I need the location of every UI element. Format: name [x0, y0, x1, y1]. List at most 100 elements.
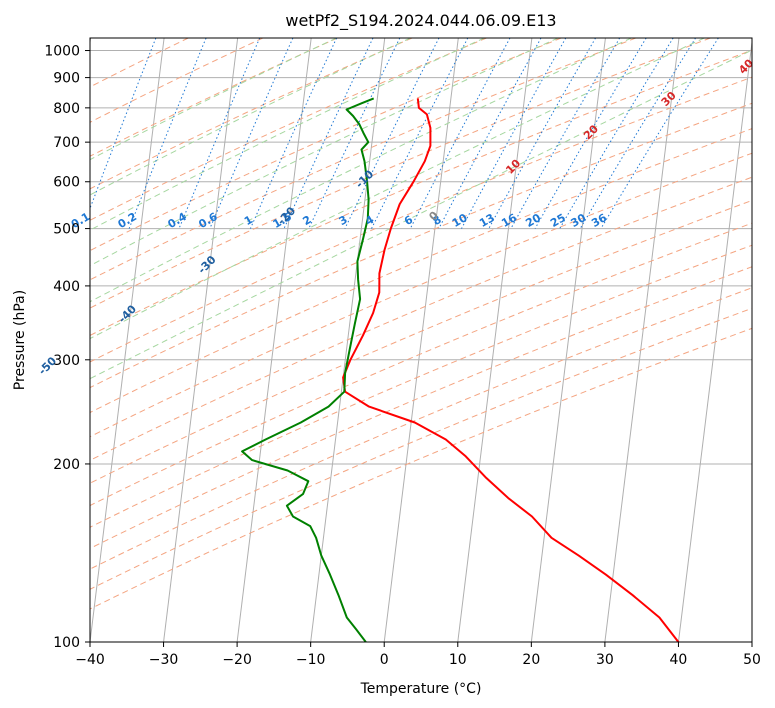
mixing-ratio-line [600, 38, 719, 229]
isotherm-line [163, 38, 239, 642]
mixing-ratio-label: 10 [450, 211, 470, 230]
dry-adiabat-line [90, 327, 752, 610]
dry-adiabat-line [90, 199, 752, 484]
dry-adiabat-line [90, 38, 636, 281]
y-tick-label: 400 [53, 279, 80, 295]
mixing-ratio-line [559, 38, 674, 229]
mixing-ratio-line [488, 38, 597, 229]
mixing-ratio-line [510, 38, 621, 229]
x-tick-label: −20 [222, 652, 252, 668]
mixing-ratio-line [409, 38, 511, 229]
series-line [342, 98, 680, 642]
plot-background-lines [90, 38, 752, 642]
isotherm-label: 10 [503, 157, 523, 177]
mixing-ratio-line [344, 38, 440, 229]
dry-adiabat-line [90, 49, 752, 336]
isotherm-line [677, 38, 752, 642]
isotherm-label: -30 [195, 253, 218, 276]
series-line [241, 97, 375, 642]
dry-adiabat-line [90, 102, 752, 389]
moist-adiabat-line [90, 38, 559, 267]
mixing-ratio-line [178, 38, 261, 229]
isotherm-line [457, 38, 533, 642]
x-tick-label: 30 [596, 652, 614, 668]
y-tick-label: 1000 [44, 44, 80, 60]
y-tick-label: 500 [53, 222, 80, 238]
x-tick-label: 40 [670, 652, 688, 668]
dry-adiabat-line [90, 38, 189, 88]
mixing-ratio-label: 30 [569, 211, 589, 230]
mixing-ratio-label: 0.4 [166, 210, 190, 231]
moist-adiabat-line [90, 38, 411, 196]
x-tick-label: −30 [149, 652, 179, 668]
isotherm-line [530, 38, 606, 642]
isotherm-line [751, 637, 752, 642]
x-tick-label: 50 [743, 652, 761, 668]
dry-adiabat-line [90, 287, 752, 570]
plot-data-lines [241, 97, 680, 642]
isotherm-line [604, 38, 680, 642]
mixing-ratio-label: 16 [499, 211, 519, 230]
dry-adiabat-line [90, 266, 752, 549]
mixing-ratio-label: 3 [337, 213, 350, 228]
moist-adiabat-line [90, 38, 485, 231]
dry-adiabat-line [90, 222, 752, 507]
dry-adiabat-line [90, 307, 752, 590]
dry-adiabat-line [90, 128, 752, 414]
x-tick-label: −10 [296, 652, 326, 668]
y-axis-label: Pressure (hPa) [12, 290, 28, 390]
dry-adiabat-line [90, 176, 752, 461]
y-tick-label: 700 [53, 135, 80, 151]
moist-adiabat-line [90, 38, 705, 340]
isotherm-line [236, 38, 312, 642]
y-tick-label: 800 [53, 101, 80, 117]
x-tick-label: 10 [449, 652, 467, 668]
isotherm-label: 20 [581, 122, 601, 142]
x-tick-label: 0 [380, 652, 389, 668]
mixing-ratio-label: 6 [402, 213, 415, 228]
mixing-ratio-line [209, 38, 294, 229]
mixing-ratio-line [249, 38, 338, 229]
x-tick-label: 20 [522, 652, 540, 668]
mixing-ratio-label: 25 [548, 211, 568, 230]
mixing-ratio-line [128, 38, 207, 229]
moist-adiabat-line [90, 38, 337, 161]
mixing-ratio-line [461, 38, 567, 229]
y-tick-label: 300 [53, 353, 80, 369]
x-axis: −40 −30 −20 −10 0 10 20 30 40 50 [75, 642, 761, 668]
isotherm-label: -40 [116, 302, 139, 325]
y-tick-label: 900 [53, 71, 80, 87]
y-axis: 1000 900 800 700 600 500 400 300 200 100 [44, 44, 90, 651]
mixing-ratio-label: 13 [477, 211, 497, 230]
moist-adiabat-line [90, 49, 752, 380]
dry-adiabat-line [90, 38, 264, 123]
mixing-ratio-line [438, 38, 542, 229]
dry-adiabat-line [90, 76, 752, 363]
x-axis-label: Temperature (°C) [360, 681, 482, 697]
chart-title: wetPf2_S194.2024.044.06.09.E13 [285, 11, 556, 31]
y-tick-label: 200 [53, 457, 80, 473]
y-tick-label: 100 [53, 635, 80, 651]
isotherm-line [90, 38, 165, 642]
mixing-ratio-line [308, 38, 401, 229]
mixing-ratio-line [534, 38, 647, 229]
mixing-ratio-label: 1 [242, 213, 255, 228]
moist-adiabat-line [90, 38, 632, 303]
isotherm-label: 40 [736, 56, 756, 76]
isotherm-line [383, 38, 459, 642]
dry-adiabat-line [90, 38, 711, 309]
dry-adiabat-line [90, 38, 413, 190]
plot-frame [89, 37, 753, 643]
y-tick-label: 600 [53, 175, 80, 191]
dry-adiabat-line [90, 244, 752, 528]
mixing-ratio-label: 2 [300, 213, 313, 228]
dry-adiabat-line [90, 38, 338, 157]
mixing-ratio-label: 20 [523, 211, 543, 230]
mixing-ratio-line [579, 38, 697, 229]
mixing-ratio-line [90, 38, 157, 210]
mixing-ratio-line [283, 38, 374, 229]
x-tick-label: −40 [75, 652, 105, 668]
dry-adiabat-line [90, 38, 487, 221]
dry-adiabat-line [90, 152, 752, 438]
